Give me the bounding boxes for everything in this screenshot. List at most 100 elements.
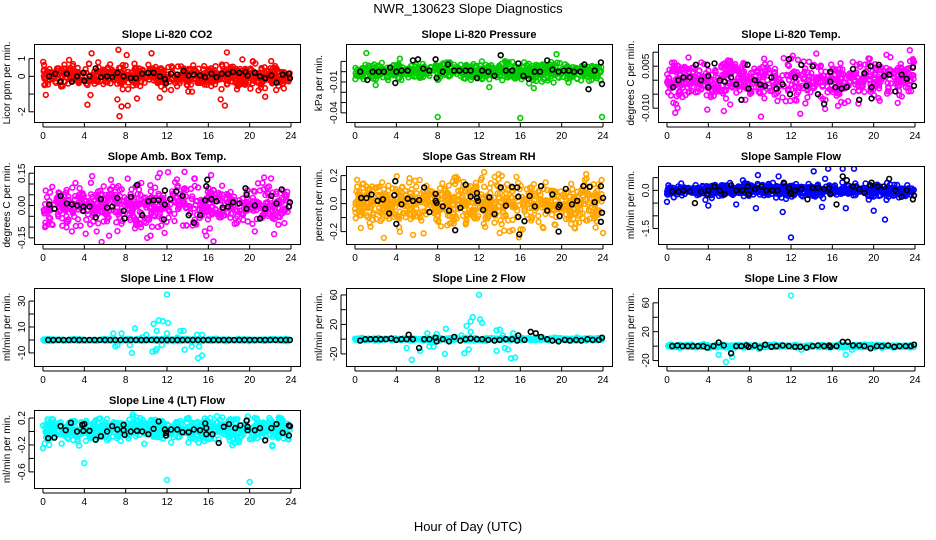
data-point — [126, 341, 134, 349]
data-point — [504, 181, 511, 188]
panel-title: Slope Sample Flow — [741, 151, 842, 163]
data-point — [555, 74, 562, 81]
mean-point — [409, 197, 417, 205]
panel-title: Slope Amb. Box Temp. — [108, 151, 227, 163]
data-point — [260, 174, 268, 181]
data-point — [380, 186, 387, 193]
data-point — [457, 61, 464, 69]
data-point — [445, 182, 453, 189]
data-point — [865, 55, 872, 62]
y-tick-label: -0.010 — [641, 94, 652, 123]
x-tick-label: 12 — [785, 253, 797, 264]
mean-point — [861, 69, 868, 77]
x-tick-label: 0 — [664, 131, 670, 142]
data-point — [128, 186, 135, 193]
mean-point — [580, 182, 587, 190]
data-point — [793, 97, 800, 104]
data-point — [62, 189, 70, 196]
mean-point — [833, 201, 840, 208]
mean-point — [391, 192, 398, 199]
data-point — [39, 58, 47, 66]
data-point — [115, 46, 122, 53]
data-point — [375, 204, 383, 212]
data-point — [115, 64, 123, 72]
data-point — [184, 82, 191, 89]
data-point — [273, 65, 280, 73]
data-point — [572, 209, 580, 217]
data-point — [887, 191, 894, 198]
data-point — [54, 211, 62, 218]
data-point — [573, 74, 580, 82]
data-point — [696, 67, 703, 75]
data-point — [148, 50, 155, 57]
data-point — [94, 220, 102, 227]
data-point — [490, 205, 497, 212]
y-tick-label: -0.2 — [329, 223, 340, 241]
data-point — [119, 85, 126, 93]
data-point — [174, 63, 182, 70]
mean-point — [80, 69, 87, 77]
data-point — [513, 207, 521, 214]
data-point — [774, 75, 782, 83]
mean-point — [229, 68, 237, 76]
data-point — [379, 209, 386, 216]
mean-point — [456, 67, 463, 74]
mean-point — [368, 191, 375, 198]
mean-point — [286, 74, 294, 82]
data-point — [191, 175, 199, 182]
data-point — [542, 179, 549, 186]
data-point — [910, 72, 917, 79]
data-point — [57, 337, 65, 344]
data-point — [218, 85, 225, 93]
data-point — [114, 341, 121, 349]
x-tick-label: 16 — [203, 253, 215, 264]
mean-point — [825, 184, 833, 192]
data-point — [153, 345, 160, 353]
data-point — [707, 93, 714, 101]
x-tick-label: 12 — [161, 375, 173, 386]
data-point — [352, 198, 359, 206]
data-point — [141, 79, 148, 86]
data-point — [193, 331, 201, 338]
data-point — [702, 196, 709, 204]
data-point — [247, 85, 254, 92]
mean-point — [787, 191, 795, 198]
series-hourly-means — [45, 176, 294, 227]
data-point — [271, 215, 278, 223]
data-point — [396, 208, 404, 215]
data-point — [105, 191, 113, 198]
data-point — [147, 182, 154, 189]
mean-point — [515, 213, 522, 221]
x-tick-label: 20 — [244, 131, 256, 142]
mean-point — [531, 203, 538, 210]
data-point — [366, 219, 373, 227]
data-point — [574, 204, 581, 211]
mean-point — [52, 70, 59, 77]
x-tick-label: 12 — [161, 131, 173, 142]
data-point — [866, 73, 873, 80]
mean-point — [520, 72, 527, 80]
x-tick-label: 4 — [82, 375, 88, 386]
mean-point — [433, 199, 440, 207]
data-point — [69, 60, 77, 68]
data-point — [883, 51, 890, 58]
data-point — [366, 185, 373, 192]
data-point — [663, 198, 671, 206]
data-point — [148, 209, 155, 216]
series-hourly-means — [669, 55, 918, 108]
data-point — [173, 176, 181, 183]
data-point — [530, 84, 537, 92]
data-point — [449, 200, 457, 208]
mean-point — [874, 183, 881, 190]
mean-point — [190, 219, 198, 227]
mean-point — [224, 70, 232, 77]
data-point — [196, 79, 203, 86]
mean-point — [903, 75, 910, 83]
data-point — [267, 175, 275, 182]
data-point — [376, 208, 383, 215]
data-point — [722, 95, 730, 102]
data-point — [163, 291, 171, 298]
data-point — [402, 213, 409, 221]
